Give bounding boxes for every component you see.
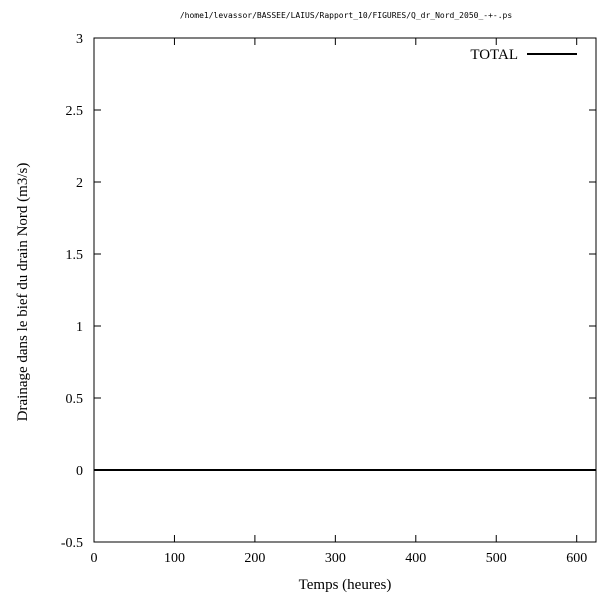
x-tick-label: 200 bbox=[244, 551, 265, 566]
plot-border bbox=[93, 37, 597, 543]
y-tick-label: 0.5 bbox=[66, 392, 84, 407]
x-tick-label: 600 bbox=[566, 551, 587, 566]
y-axis-title: Drainage dans le bief du drain Nord (m3/… bbox=[15, 163, 31, 422]
chart-title: /home1/levassor/BASSEE/LAIUS/Rapport_10/… bbox=[180, 11, 513, 20]
plot-frame bbox=[93, 37, 597, 543]
x-tick-label: 0 bbox=[91, 551, 98, 566]
x-tick-label: 300 bbox=[325, 551, 346, 566]
y-axis: -0.5 0 0.5 1 1.5 2 2.5 3 bbox=[61, 32, 596, 551]
x-tick-label: 100 bbox=[164, 551, 185, 566]
x-axis: 0 100 200 300 400 500 600 bbox=[91, 38, 587, 566]
legend: TOTAL bbox=[470, 47, 577, 63]
x-tick-label: 500 bbox=[486, 551, 507, 566]
y-tick-label: 1 bbox=[76, 320, 83, 335]
x-tick-label: 400 bbox=[405, 551, 426, 566]
y-tick-label: 2 bbox=[76, 176, 83, 191]
x-axis-title: Temps (heures) bbox=[299, 577, 392, 593]
y-tick-label: 1.5 bbox=[66, 248, 84, 263]
y-tick-label: 3 bbox=[76, 32, 83, 47]
y-tick-label: 0 bbox=[76, 464, 83, 479]
legend-label-total: TOTAL bbox=[470, 47, 518, 63]
y-tick-label: 2.5 bbox=[66, 104, 84, 119]
y-tick-label: -0.5 bbox=[61, 536, 83, 551]
